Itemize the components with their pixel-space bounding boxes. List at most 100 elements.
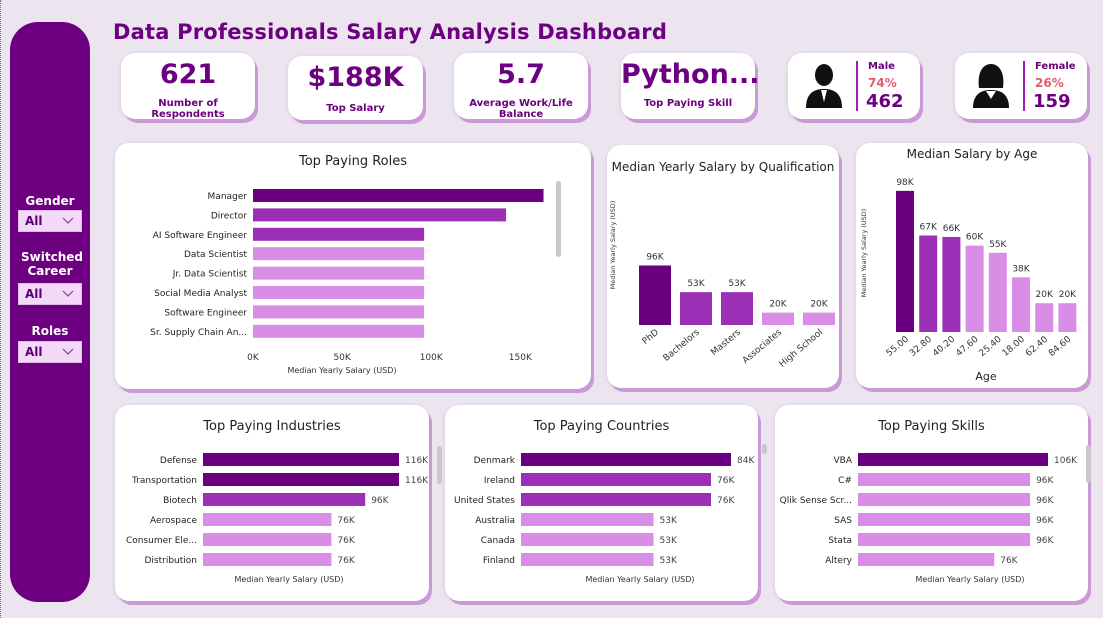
countries-scrollbar[interactable] (762, 444, 767, 454)
bar (253, 286, 425, 299)
bar (253, 247, 425, 261)
x-tick-label: 47.60 (954, 334, 980, 358)
category-label: SAS (834, 516, 852, 526)
qualification-bar-chart: 96K PhD 53K Bachelors 53K Masters 20K Associate… (609, 201, 835, 370)
data-label: 76K (717, 476, 735, 486)
bar (988, 252, 1007, 332)
page-edge (0, 0, 3, 618)
bar (203, 553, 332, 566)
bar (521, 453, 731, 466)
skills-bar-chart: VBA 106K C# 96K Qlik Sense Scr... 96K SAS 96K St… (780, 453, 1078, 584)
countries-bar-chart: Denmark 84K Ireland 76K United States 76K Aust… (454, 453, 755, 584)
roles-slicer-value: All (25, 345, 43, 359)
x-tick-label: Masters (709, 327, 743, 358)
category-label: Jr. Data Scientist (172, 270, 248, 280)
industries-scrollbar[interactable] (437, 446, 442, 484)
switched-career-slicer-value: All (25, 287, 43, 301)
data-label: 84K (737, 456, 755, 466)
bar (680, 292, 712, 325)
data-label: 76K (717, 496, 735, 506)
skills-chart-title: Top Paying Skills (878, 419, 985, 434)
data-label: 53K (660, 536, 678, 546)
data-label: 116K (405, 456, 429, 466)
bar (253, 324, 425, 338)
kpi-top-skill-value: Python... (621, 59, 760, 90)
bar (203, 453, 399, 466)
category-label: Director (211, 211, 247, 221)
chevron-down-icon (62, 290, 74, 297)
filter-sidebar: Gender All Switched Career All Roles All (10, 22, 90, 602)
female-card: Female 26% 159 (955, 53, 1087, 119)
x-tick-label: High School (778, 328, 825, 370)
kpi-respondents-value: 621 (159, 59, 217, 90)
switched-career-slicer[interactable]: All (18, 283, 82, 305)
x-tick-label: 18.00 (1001, 334, 1027, 358)
bar (253, 227, 425, 241)
x-axis-label: Age (975, 370, 997, 383)
x-tick-label: Bachelors (662, 327, 703, 363)
bar (721, 292, 753, 325)
switched-career-slicer-label: Switched Career (21, 250, 83, 278)
data-label: 20K (1059, 290, 1077, 300)
bar (521, 493, 711, 506)
category-label: AI Software Engineer (153, 231, 248, 241)
female-divider (1023, 61, 1025, 111)
bar (858, 553, 995, 566)
category-label: C# (838, 476, 852, 486)
bar (803, 312, 835, 325)
kpi-respondents: 621 Number of Respondents (121, 53, 255, 120)
industries-chart-card: Top Paying Industries Defense 116K Transpo… (115, 405, 429, 601)
male-divider (856, 61, 858, 111)
category-label: Sr. Supply Chain An... (150, 328, 247, 338)
bar (896, 190, 914, 332)
x-tick-label: PhD (641, 328, 661, 347)
bar (521, 553, 654, 566)
age-chart-card: Median Salary by Age 98K 55.00 67K 32.80 66K… (856, 143, 1088, 388)
x-tick-label: 50K (333, 353, 351, 363)
bar (858, 473, 1031, 486)
bar (253, 266, 425, 280)
bar (521, 473, 711, 486)
category-label: Ireland (484, 476, 515, 486)
category-label: Consumer Ele... (126, 536, 197, 546)
kpi-top-skill: Python... Top Paying Skill (621, 53, 760, 119)
gender-slicer[interactable]: All (18, 210, 82, 232)
industries-chart-title: Top Paying Industries (203, 419, 341, 434)
kpi-work-life-label: Average Work/Life Balance (469, 98, 573, 120)
bar (858, 513, 1031, 526)
kpi-top-skill-label: Top Paying Skill (643, 98, 733, 109)
age-chart-title: Median Salary by Age (906, 147, 1038, 161)
category-label: Australia (475, 516, 515, 526)
countries-chart-card: Top Paying Countries Denmark 84K Ireland 76… (445, 405, 758, 601)
roles-scrollbar[interactable] (556, 181, 561, 257)
female-label: Female (1035, 61, 1076, 72)
roles-slicer[interactable]: All (18, 341, 82, 363)
x-tick-label: 84.60 (1047, 334, 1073, 358)
chevron-down-icon (62, 217, 74, 224)
category-label: Data Scientist (184, 250, 247, 260)
gender-slicer-value: All (25, 214, 43, 228)
roles-slicer-label: Roles (31, 324, 69, 338)
y-axis-label: Median Yearly Salary (USD) (860, 209, 868, 298)
skills-scrollbar[interactable] (1086, 445, 1091, 483)
data-label: 96K (1036, 536, 1054, 546)
category-label: Aerospace (150, 516, 197, 526)
data-label: 96K (371, 496, 389, 506)
bar (253, 208, 507, 222)
bar (639, 265, 671, 325)
bar (203, 493, 366, 506)
female-percent: 26% (1035, 76, 1064, 90)
data-label: 76K (1000, 556, 1018, 566)
data-label: 53K (660, 556, 678, 566)
category-label: Finland (483, 556, 515, 566)
data-label: 66K (943, 224, 961, 234)
female-user-icon (973, 64, 1009, 108)
data-label: 20K (810, 300, 828, 310)
x-axis-label: Median Yearly Salary (USD) (915, 575, 1024, 584)
bar (942, 236, 961, 332)
data-label: 76K (337, 516, 355, 526)
category-label: Biotech (163, 496, 197, 506)
industries-bar-chart: Defense 116K Transportation 116K Biotech 96K A… (126, 453, 429, 584)
data-label: 98K (896, 178, 914, 188)
gender-slicer-label: Gender (25, 194, 75, 208)
